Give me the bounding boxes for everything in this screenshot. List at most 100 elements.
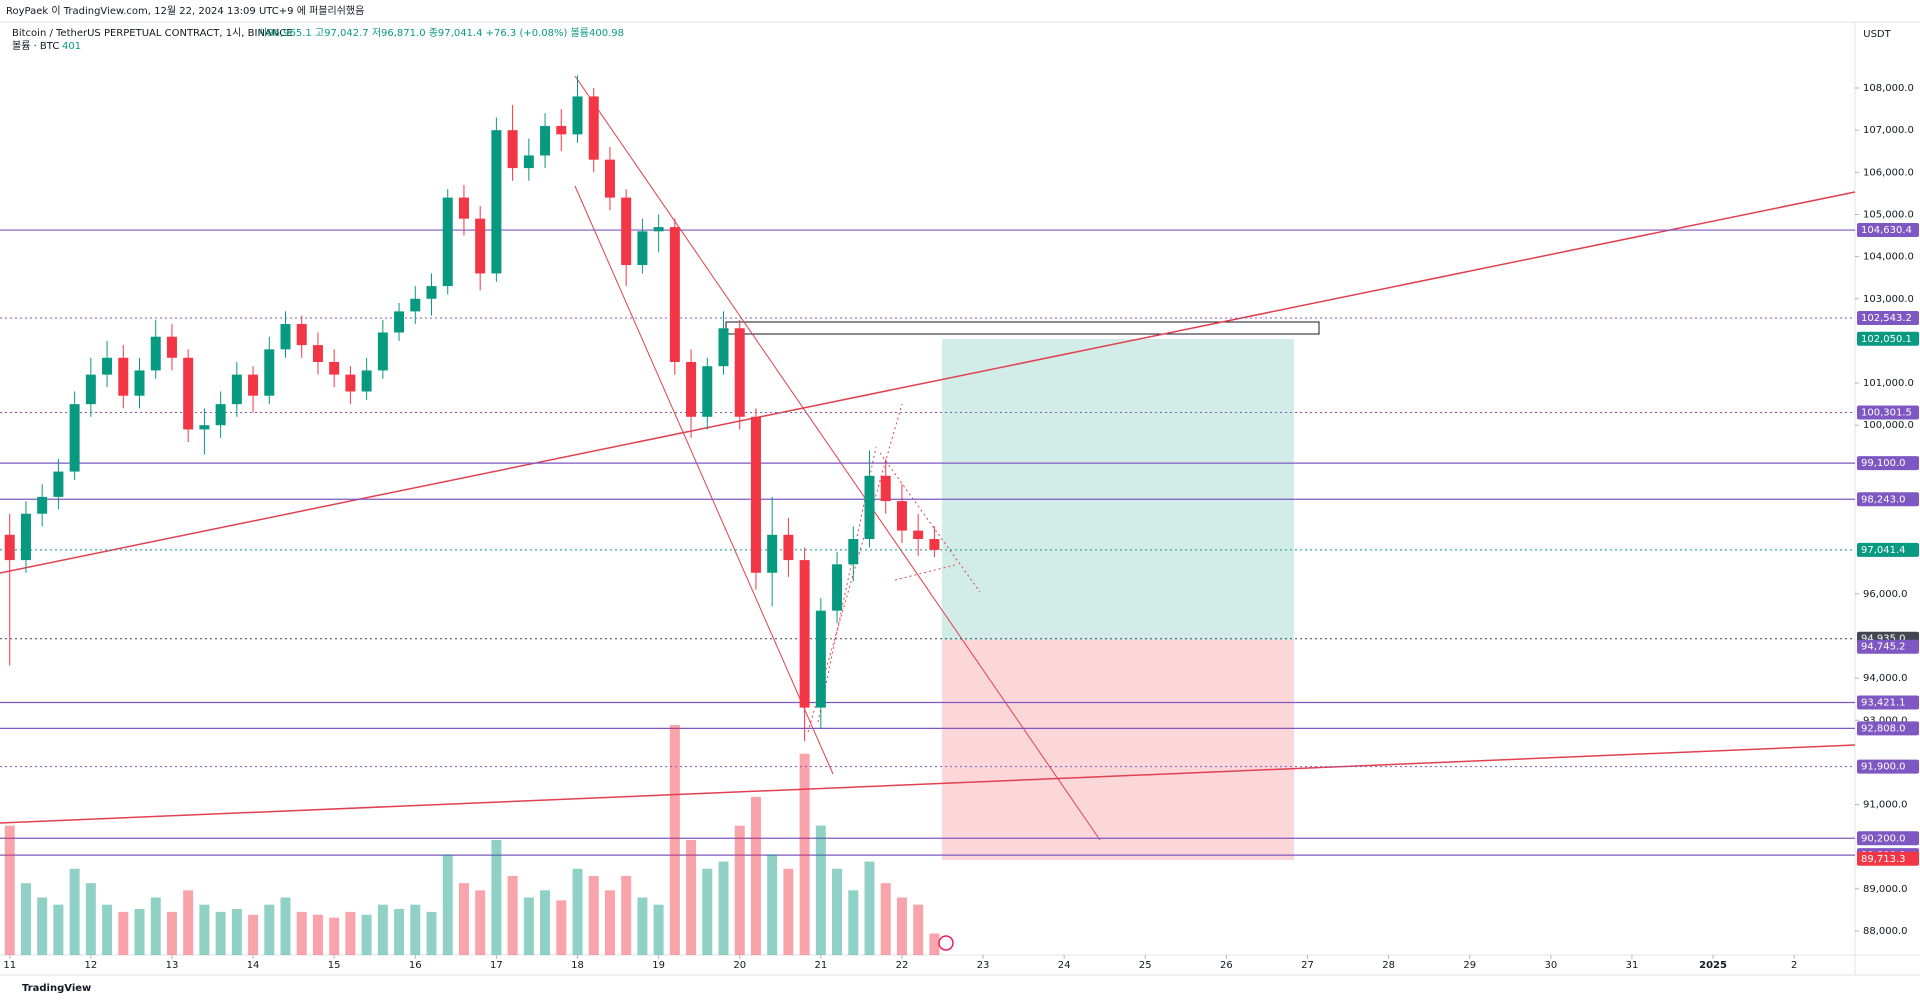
volume-bar (410, 904, 421, 955)
x-tick-label: 30 (1544, 960, 1557, 971)
volume-bar (20, 883, 31, 955)
y-tick-label: 108,000.0 (1863, 83, 1914, 94)
level-tag (1857, 831, 1919, 846)
volume-bar (588, 875, 599, 955)
candle-body (523, 155, 534, 169)
level-label: 97,041.4 (1861, 545, 1906, 556)
volume-bar (653, 904, 664, 955)
volume-bar (880, 883, 891, 955)
currency: USDT (1863, 29, 1891, 40)
publisher: RoyPaek 이 TradingView.com, 12월 22, 2024 … (6, 4, 364, 17)
event-icon[interactable] (938, 935, 954, 951)
x-tick-label: 27 (1301, 960, 1314, 971)
level-tag (1857, 759, 1919, 774)
candle-body (734, 328, 745, 417)
candle-body (621, 197, 632, 266)
channel-line (574, 75, 1101, 841)
candle-body (475, 218, 486, 274)
level-tag (1857, 851, 1919, 866)
level-label: 100,301.5 (1861, 408, 1912, 419)
volume-bar (264, 904, 275, 955)
x-tick-label: 23 (977, 960, 990, 971)
candle-body (864, 475, 875, 540)
volume-bar (426, 911, 437, 955)
trend-line (0, 744, 1856, 824)
level-label: 102,050.1 (1861, 334, 1912, 345)
x-tick-label: 29 (1463, 960, 1476, 971)
volume-value: 401 (62, 41, 81, 52)
candle-body (231, 374, 242, 405)
volume-bar (37, 897, 48, 955)
volume-bar (377, 904, 388, 955)
y-tick-label: 96,000.0 (1863, 589, 1908, 600)
candle-body (604, 159, 615, 198)
level-label: 102,543.2 (1861, 313, 1912, 324)
candle-body (345, 374, 356, 392)
drawings (0, 75, 1856, 951)
candle-body (442, 197, 453, 287)
volume-bar (572, 868, 583, 955)
level-label: 91,900.0 (1861, 762, 1906, 773)
candle-body (848, 539, 859, 565)
y-tick-label: 103,000.0 (1863, 294, 1914, 305)
volume-bar (491, 840, 502, 955)
volume-bar (296, 911, 307, 955)
candle-body (702, 366, 713, 417)
candle-body (783, 534, 794, 561)
level-label: 94,935.0 (1861, 634, 1906, 645)
level-label: 92,808.0 (1861, 723, 1906, 734)
y-tick-label: 107,000.0 (1863, 125, 1914, 136)
x-tick-label: 2025 (1699, 960, 1727, 971)
volume-bar (4, 825, 15, 955)
candle-body (296, 324, 307, 346)
y-tick-label: 101,000.0 (1863, 378, 1914, 389)
candle-body (37, 496, 48, 514)
candle-body (394, 311, 405, 333)
candle-body (264, 349, 275, 396)
volume-bar (458, 883, 469, 955)
wedge-line (894, 564, 956, 581)
y-tick-label: 100,000.0 (1863, 420, 1914, 431)
level-tag (1857, 331, 1919, 346)
candle-body (377, 332, 388, 371)
volume-bar (799, 753, 810, 955)
candle-body (767, 534, 778, 573)
candle-body (166, 336, 177, 358)
candle-body (118, 357, 129, 396)
volume-bar (215, 911, 226, 955)
x-tick-label: 13 (166, 960, 179, 971)
volume-bar (102, 904, 113, 955)
candle-body (799, 560, 810, 708)
candle-body (572, 96, 583, 135)
candle-body (215, 404, 226, 426)
candle-body (102, 357, 113, 375)
wedge-line (879, 452, 981, 593)
volume-bar (312, 914, 323, 955)
candle-body (637, 231, 648, 266)
volume-bar (361, 914, 372, 955)
candle-body (199, 425, 210, 430)
volume-bar (604, 890, 615, 955)
long-position-profit (942, 339, 1294, 640)
volume-bar (394, 909, 405, 955)
volume-bar (686, 840, 697, 955)
symbol: Bitcoin / TetherUS PERPETUAL CONTRACT, 1… (12, 27, 293, 39)
candle-body (20, 513, 31, 561)
level-label: 93,421.1 (1861, 698, 1906, 709)
candle-body (69, 404, 80, 472)
y-tick-label: 104,000.0 (1863, 252, 1914, 263)
x-tick-label: 2 (1791, 960, 1797, 971)
candle-body (913, 530, 924, 540)
candle-body (85, 374, 96, 405)
volume-bar (734, 825, 745, 955)
level-label: 90,200.0 (1861, 833, 1906, 844)
volume-bar (231, 909, 242, 955)
volume-bar (345, 911, 356, 955)
volume-bar (85, 883, 96, 955)
volume-bar (750, 796, 761, 955)
candle-body (329, 361, 340, 375)
candle-body (361, 370, 372, 392)
x-tick-label: 28 (1382, 960, 1395, 971)
candle-body (653, 227, 664, 232)
